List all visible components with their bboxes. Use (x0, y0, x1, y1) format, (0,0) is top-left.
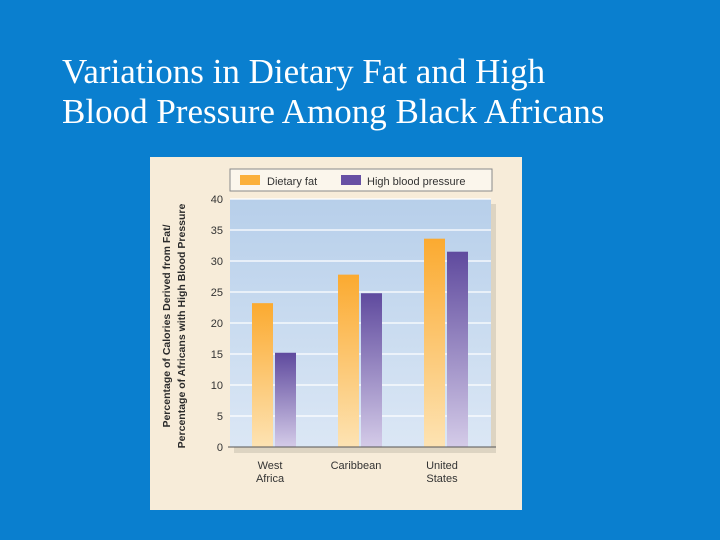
y-tick-label: 15 (211, 349, 223, 361)
legend-swatch-dietary-fat (240, 175, 260, 185)
y-tick-label: 20 (211, 318, 223, 330)
y-axis-title-line-2: Percentage of Africans with High Blood P… (176, 204, 188, 449)
bar-dietary-fat (252, 303, 273, 447)
bar-high-blood-pressure (447, 251, 468, 447)
bar-high-blood-pressure (361, 293, 382, 447)
y-tick-label: 10 (211, 380, 223, 392)
bar-dietary-fat (338, 274, 359, 447)
y-tick-label: 0 (217, 442, 223, 454)
slide-title: Variations in Dietary Fat and High Blood… (62, 52, 712, 132)
bar-chart: Dietary fat High blood pressure 0 5 10 15 20… (161, 168, 496, 485)
bar-dietary-fat (424, 238, 445, 447)
y-tick-label: 40 (211, 194, 223, 206)
legend-label-high-blood-pressure: High blood pressure (367, 176, 465, 188)
x-tick-label: Africa (256, 473, 285, 485)
bars (252, 238, 468, 447)
x-tick-label: States (426, 473, 458, 485)
y-tick-label: 35 (211, 225, 223, 237)
y-axis-title-line-1: Percentage of Calories Derived from Fat/ (161, 224, 173, 427)
x-tick-label: United (426, 460, 458, 472)
x-tick-label: Caribbean (331, 460, 382, 472)
x-tick-label: West (258, 460, 283, 472)
legend-swatch-high-blood-pressure (341, 175, 361, 185)
chart-card: Dietary fat High blood pressure 0 5 10 15 20… (150, 157, 522, 510)
bar-high-blood-pressure (275, 352, 296, 447)
y-tick-label: 30 (211, 256, 223, 268)
y-tick-label: 5 (217, 411, 223, 423)
y-tick-label: 25 (211, 287, 223, 299)
legend-label-dietary-fat: Dietary fat (267, 176, 317, 188)
slide-title-line-2: Blood Pressure Among Black Africans (62, 92, 605, 131)
slide-title-line-1: Variations in Dietary Fat and High (62, 52, 546, 91)
y-axis-ticks: 0 5 10 15 20 25 30 35 40 (211, 194, 223, 454)
